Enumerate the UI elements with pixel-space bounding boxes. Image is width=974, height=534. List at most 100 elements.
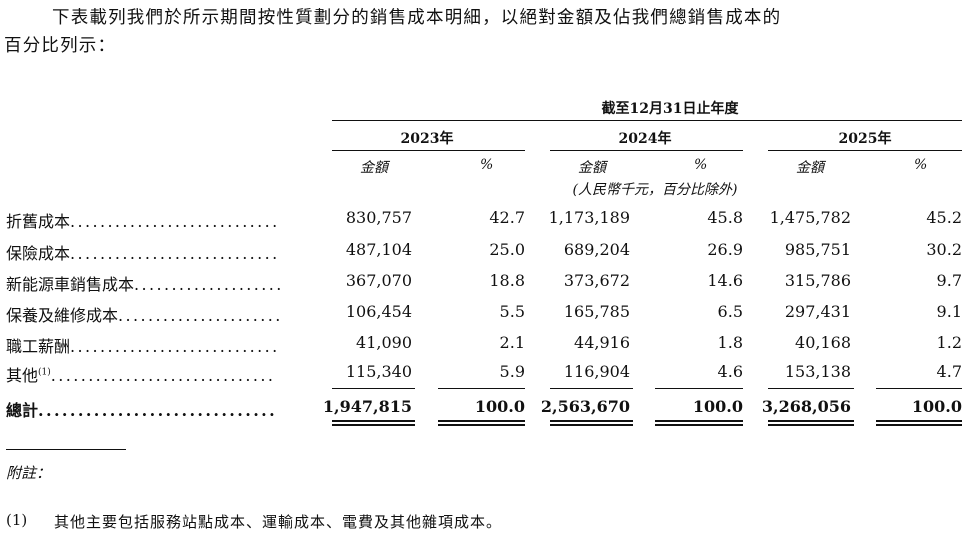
cell-amount-2025: 153,138: [784, 362, 851, 381]
cell-amount-2024: 689,204: [563, 240, 630, 259]
total-double-rule-1-pct-2025: [876, 420, 962, 422]
amount-label-2025: 金額: [796, 160, 824, 176]
notes-heading: 附註：: [6, 464, 52, 482]
leader-dots: ......................: [118, 306, 283, 325]
cell-amount-2024: 165,785: [563, 302, 630, 321]
cell-pct-2025: 30.2: [926, 240, 962, 259]
cell-pct-2025: 4.7: [936, 362, 962, 381]
cell-amount-2024: 44,916: [574, 333, 630, 352]
total-pct-2024: 100.0: [692, 397, 743, 416]
cell-pct-2024: 26.9: [707, 240, 743, 259]
cell-amount-2023: 106,454: [345, 302, 412, 321]
cell-amount-2025: 40,168: [795, 333, 851, 352]
leader-dots: ....................: [134, 275, 284, 294]
leader-dots: ............................: [70, 337, 280, 356]
total-double-rule-2-amount-2023: [332, 424, 415, 426]
cell-amount-2023: 41,090: [356, 333, 412, 352]
period-underline: [332, 120, 962, 121]
total-top-rule-amount-2024: [550, 388, 633, 389]
intro-line-2: 百分比列示：: [4, 36, 117, 56]
total-double-rule-2-amount-2025: [768, 424, 854, 426]
total-double-rule-1-pct-2024: [655, 420, 743, 422]
cell-amount-2025: 985,751: [784, 240, 851, 259]
row-label-text: 保養及維修成本: [6, 306, 119, 325]
cell-amount-2023: 830,757: [345, 208, 412, 227]
cell-pct-2023: 42.7: [489, 208, 525, 227]
cell-amount-2023: 115,340: [345, 362, 412, 381]
row-label-text: 折舊成本: [6, 212, 71, 231]
pct-label-2025: %: [914, 157, 928, 173]
row-label: 保險成本............................: [6, 240, 306, 264]
cell-pct-2025: 9.7: [936, 271, 962, 290]
total-amount-2023: 1,947,815: [322, 397, 412, 416]
total-top-rule-amount-2025: [768, 388, 854, 389]
row-label: 其他(1)..............................: [6, 362, 306, 386]
total-top-rule-pct-2025: [876, 388, 962, 389]
unit-note: (人民幣千元，百分比除外): [572, 182, 738, 198]
cell-amount-2024: 1,173,189: [548, 208, 630, 227]
intro-line-1: 下表載列我們於所示期間按性質劃分的銷售成本明細，以絕對金額及佔我們總銷售成本的: [52, 8, 782, 28]
total-label: 總計..............................: [6, 397, 306, 421]
total-top-rule-amount-2023: [332, 388, 415, 389]
period-header: 截至12月31日止年度: [601, 101, 739, 117]
total-amount-2025: 3,268,056: [761, 397, 851, 416]
cell-pct-2024: 45.8: [707, 208, 743, 227]
total-double-rule-1-amount-2023: [332, 420, 415, 422]
pct-label-2024: %: [694, 157, 708, 173]
cell-pct-2024: 14.6: [707, 271, 743, 290]
pct-label-2023: %: [480, 157, 494, 173]
leader-dots: ............................: [70, 212, 280, 231]
total-double-rule-2-pct-2025: [876, 424, 962, 426]
cell-amount-2025: 315,786: [784, 271, 851, 290]
year-underline-2024: [550, 150, 743, 151]
cell-pct-2023: 2.1: [499, 333, 525, 352]
total-top-rule-pct-2024: [655, 388, 743, 389]
row-label-text: 職工薪酬: [6, 337, 71, 356]
cell-amount-2023: 367,070: [345, 271, 412, 290]
leader-dots: ..............................: [38, 401, 278, 420]
year-underline-2023: [332, 150, 525, 151]
year-underline-2025: [768, 150, 962, 151]
cell-pct-2025: 1.2: [936, 333, 962, 352]
cell-amount-2024: 373,672: [563, 271, 630, 290]
total-pct-2025: 100.0: [911, 397, 962, 416]
total-double-rule-1-amount-2024: [550, 420, 633, 422]
cell-pct-2023: 5.9: [499, 362, 525, 381]
total-amount-2024: 2,563,670: [540, 397, 630, 416]
row-label: 折舊成本............................: [6, 208, 306, 232]
row-label-text: 保險成本: [6, 244, 71, 263]
leader-dots: ............................: [70, 244, 280, 263]
note-number: (1): [6, 511, 28, 529]
total-double-rule-2-amount-2024: [550, 424, 633, 426]
cell-pct-2024: 4.6: [717, 362, 743, 381]
row-label: 新能源車銷售成本....................: [6, 271, 306, 295]
year-header-2023: 2023年: [400, 131, 454, 147]
cell-pct-2023: 5.5: [499, 302, 525, 321]
total-double-rule-1-amount-2025: [768, 420, 854, 422]
cell-pct-2025: 9.1: [936, 302, 962, 321]
total-top-rule-pct-2023: [438, 388, 525, 389]
total-double-rule-1-pct-2023: [438, 420, 525, 422]
cell-amount-2024: 116,904: [563, 362, 630, 381]
cell-amount-2025: 1,475,782: [769, 208, 851, 227]
cell-pct-2025: 45.2: [926, 208, 962, 227]
leader-dots: ..............................: [50, 366, 276, 385]
note-text: 其他主要包括服務站點成本、運輸成本、電費及其他雜項成本。: [54, 513, 503, 531]
cell-pct-2023: 18.8: [489, 271, 525, 290]
row-label-text: 其他: [6, 366, 39, 385]
footnote-divider: [6, 449, 126, 450]
total-double-rule-2-pct-2024: [655, 424, 743, 426]
cell-pct-2024: 1.8: [717, 333, 743, 352]
total-double-rule-2-pct-2023: [438, 424, 525, 426]
row-label-text: 新能源車銷售成本: [6, 275, 135, 294]
total-pct-2023: 100.0: [474, 397, 525, 416]
cell-pct-2024: 6.5: [717, 302, 743, 321]
amount-label-2024: 金額: [578, 160, 606, 176]
intro-paragraph: 下表載列我們於所示期間按性質劃分的銷售成本明細，以絕對金額及佔我們總銷售成本的 …: [4, 4, 970, 60]
year-header-2025: 2025年: [838, 131, 892, 147]
cell-pct-2023: 25.0: [489, 240, 525, 259]
row-label: 職工薪酬............................: [6, 333, 306, 357]
row-label: 保養及維修成本......................: [6, 302, 306, 326]
cell-amount-2023: 487,104: [345, 240, 412, 259]
row-label-text: 總計: [6, 401, 39, 420]
